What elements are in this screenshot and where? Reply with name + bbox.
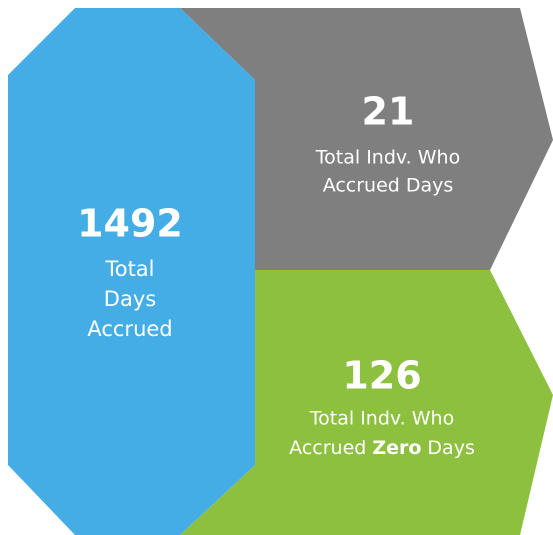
total-days-label: Total	[104, 257, 154, 281]
green-tile	[180, 270, 553, 535]
total-days-value: 1492	[77, 202, 183, 246]
label-part: Accrued	[289, 437, 366, 459]
total-days-label: Accrued	[87, 317, 172, 341]
label-part: Days	[427, 437, 474, 459]
gray-tile	[180, 8, 553, 270]
indv-accrued-label: Accrued Days	[323, 175, 454, 197]
indv-zero-value: 126	[342, 354, 421, 398]
label-emphasis: Zero	[372, 437, 421, 459]
indv-zero-label: Total Indv. Who	[309, 408, 454, 430]
indv-accrued-value: 21	[362, 90, 415, 134]
blue-tile	[8, 8, 255, 535]
total-days-label: Days	[104, 287, 156, 311]
indv-zero-label: Accrued Zero Days	[289, 437, 475, 459]
indv-accrued-label: Total Indv. Who	[315, 147, 460, 169]
